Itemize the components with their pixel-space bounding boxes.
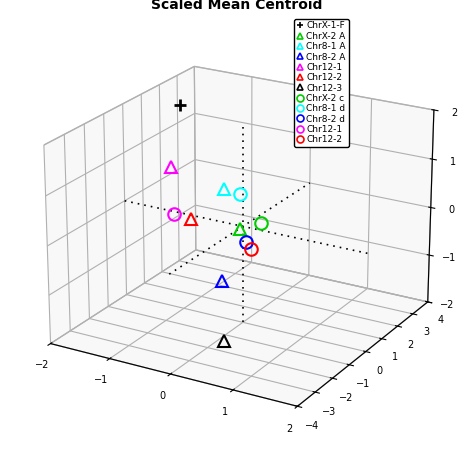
Title: Scaled Mean Centroid: Scaled Mean Centroid xyxy=(151,0,323,12)
Legend: ChrX-1-F, ChrX-2 A, Chr8-1 A, Chr8-2 A, Chr12-1, Chr12-2, Chr12-3, ChrX-2 c, Chr: ChrX-1-F, ChrX-2 A, Chr8-1 A, Chr8-2 A, … xyxy=(294,19,349,147)
